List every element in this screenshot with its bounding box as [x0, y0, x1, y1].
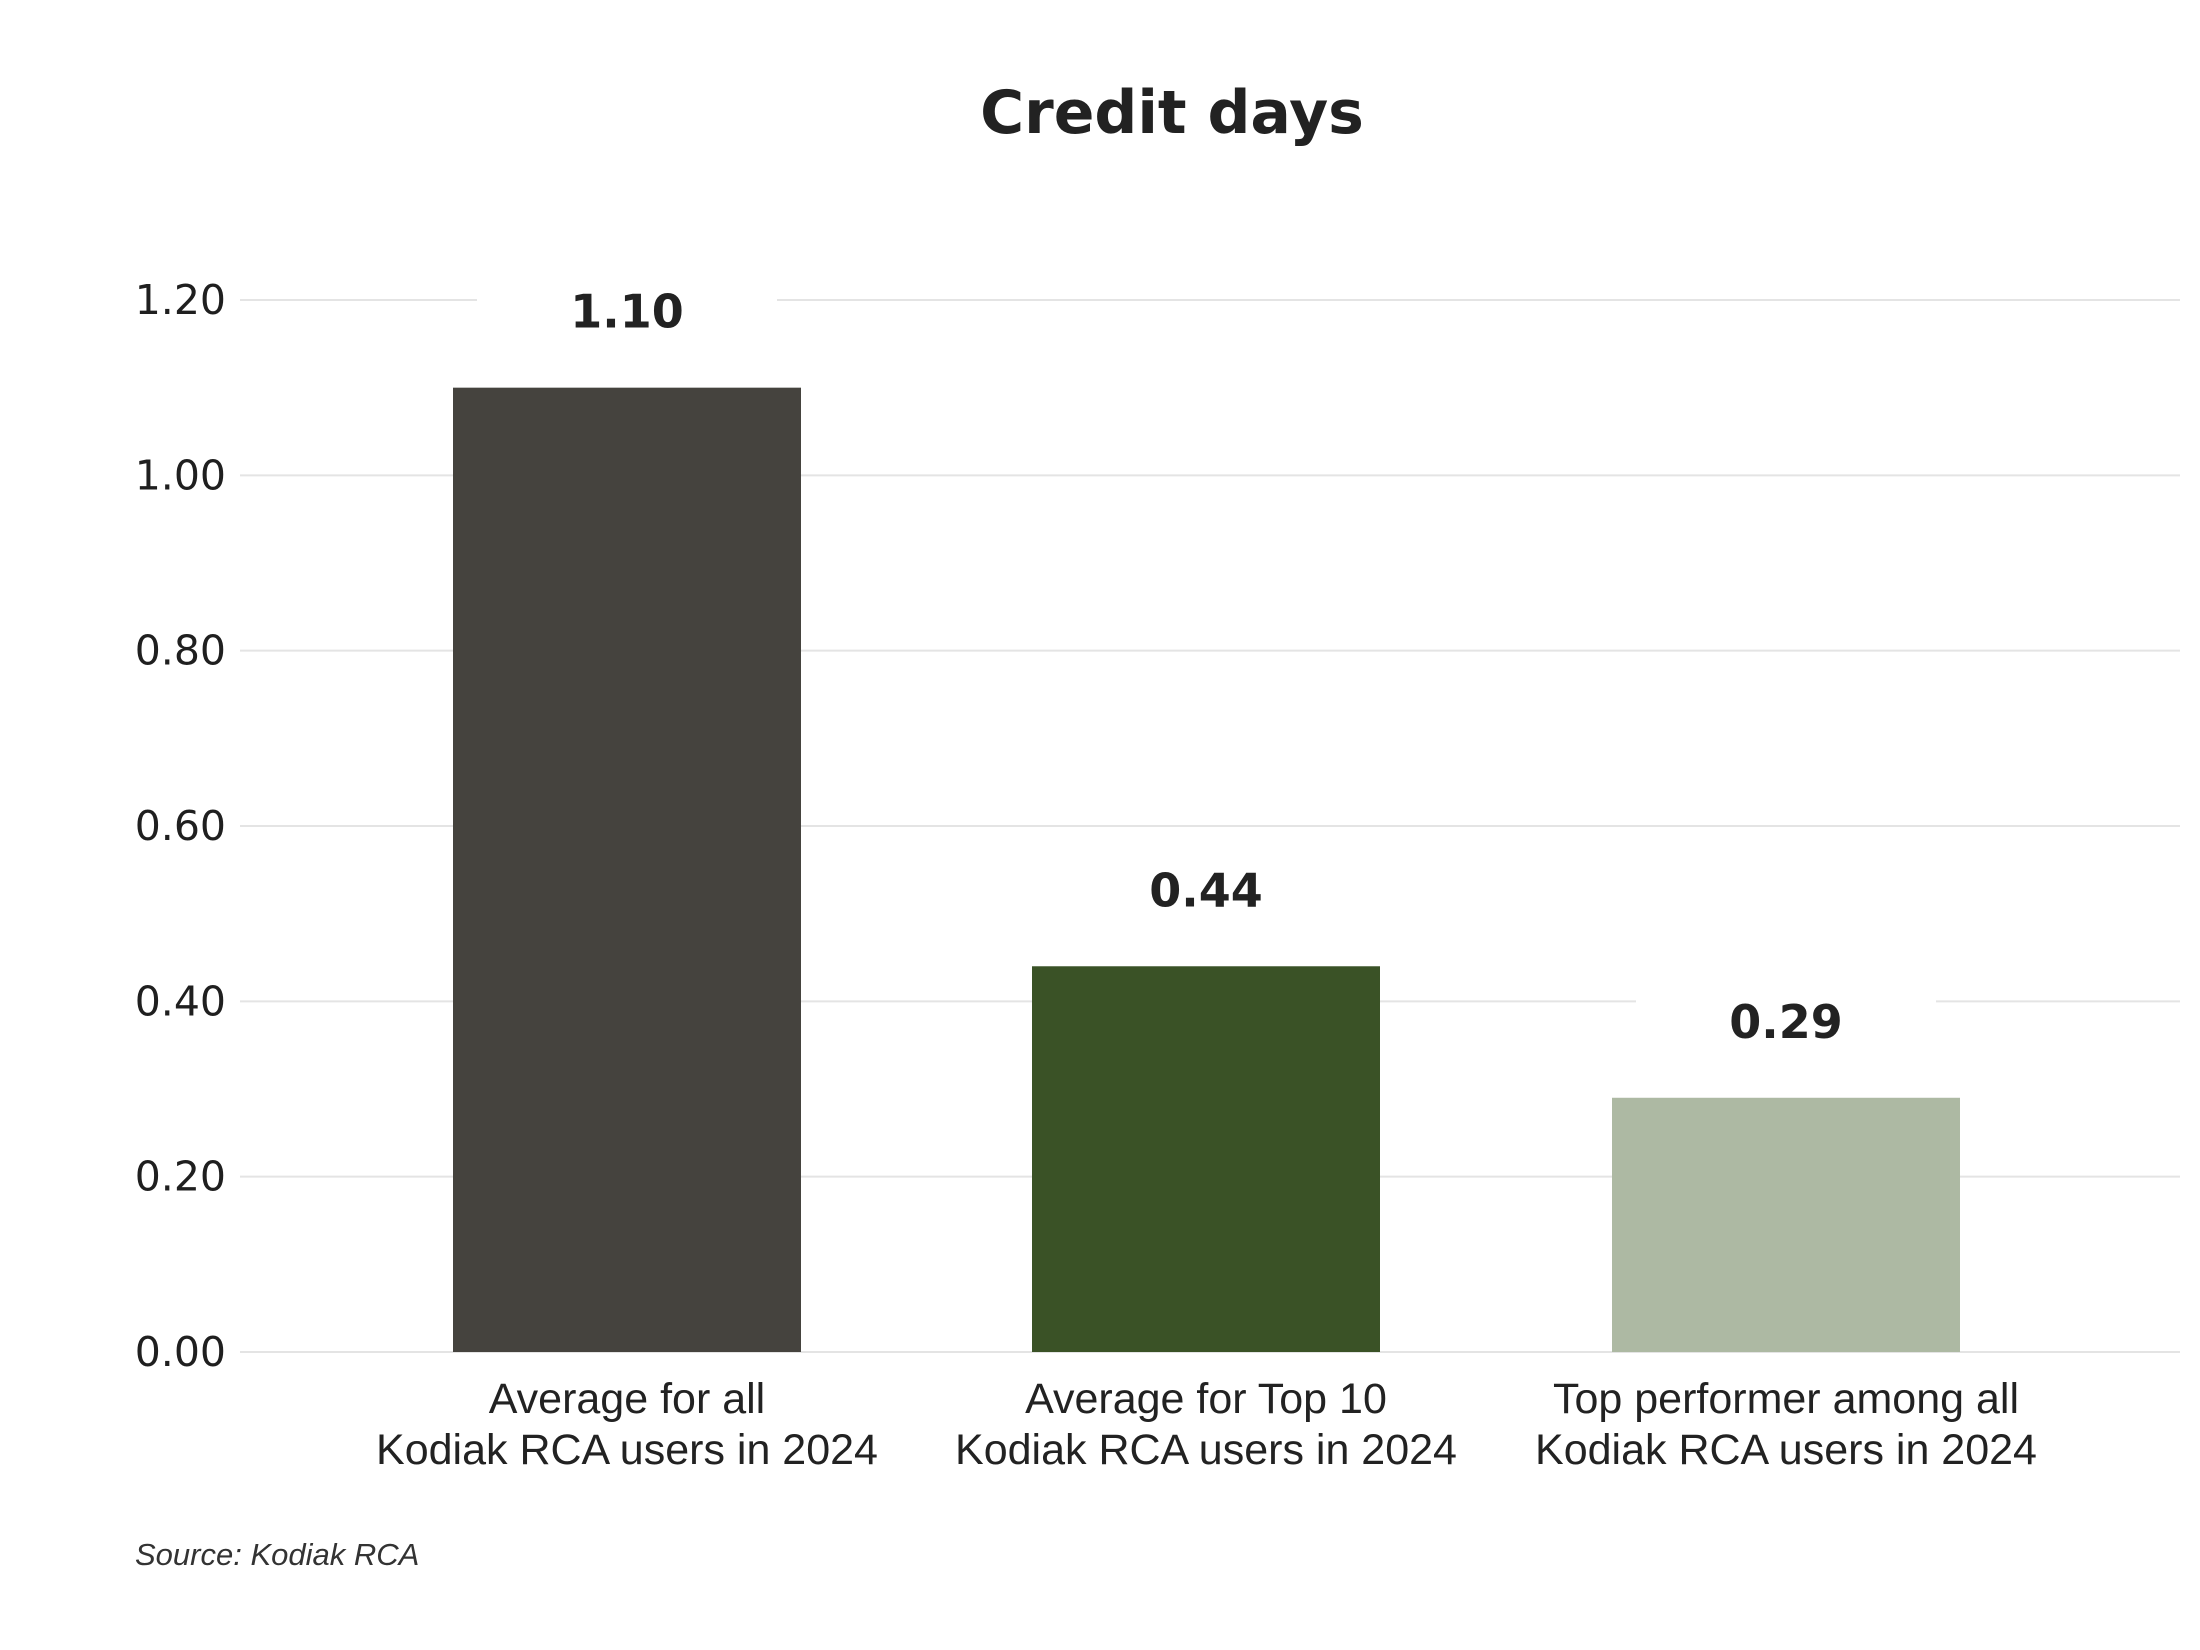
- category-label: Top performer among all: [1553, 1375, 2019, 1423]
- y-tick-label: 0.60: [135, 802, 226, 850]
- bar: [1612, 1097, 1960, 1352]
- y-tick-label: 0.20: [135, 1153, 226, 1201]
- category-label: Average for Top 10: [1025, 1375, 1387, 1423]
- y-tick-label: 1.20: [135, 276, 226, 324]
- bar: [453, 387, 801, 1353]
- category-label: Kodiak RCA users in 2024: [1535, 1426, 2037, 1474]
- value-label: 0.29: [1729, 995, 1843, 1049]
- category-label: Average for all: [489, 1375, 765, 1423]
- y-axis-tick-labels: 0.00 0.20 0.40 0.60 0.80 1.00 1.20: [135, 276, 226, 1376]
- y-tick-label: 0.40: [135, 977, 226, 1025]
- value-labels: 1.10 0.44 0.29: [477, 283, 1936, 1058]
- category-label: Kodiak RCA users in 2024: [955, 1426, 1457, 1474]
- value-label-background: [1056, 862, 1356, 927]
- source-note: Source: Kodiak RCA: [135, 1537, 419, 1572]
- bars: [453, 387, 1960, 1353]
- chart-title: Credit days: [980, 78, 1364, 148]
- y-tick-label: 0.00: [135, 1328, 226, 1376]
- y-tick-label: 1.00: [135, 451, 226, 499]
- value-label: 1.10: [570, 285, 684, 339]
- value-label-background: [477, 283, 777, 348]
- category-label: Kodiak RCA users in 2024: [376, 1426, 878, 1474]
- y-tick-label: 0.80: [135, 627, 226, 675]
- bar: [1032, 966, 1380, 1352]
- value-label-background: [1636, 993, 1936, 1058]
- value-label: 0.44: [1149, 863, 1263, 917]
